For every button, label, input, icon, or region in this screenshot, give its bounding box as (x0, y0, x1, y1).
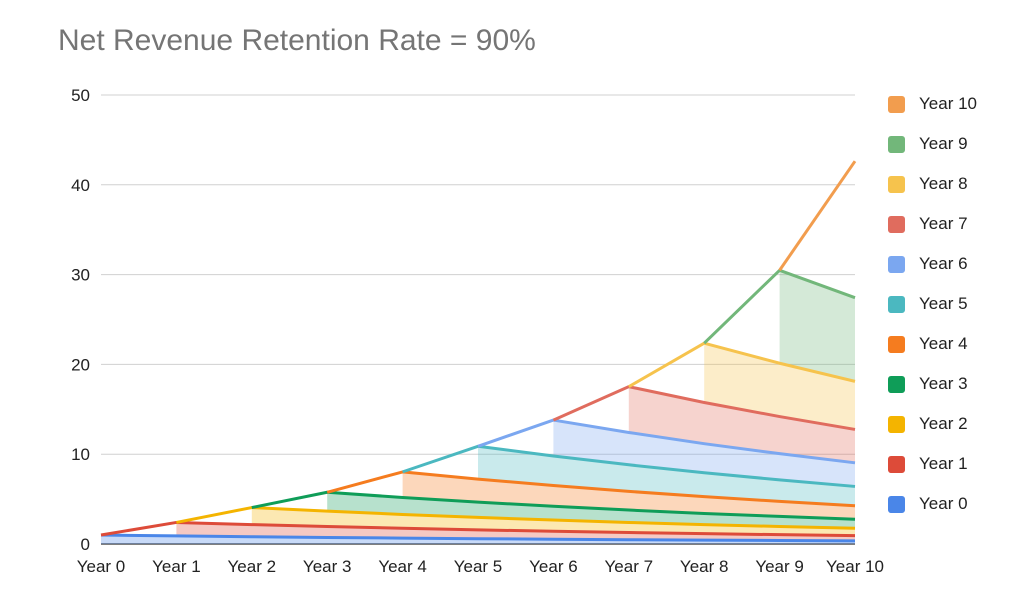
legend-label: Year 2 (919, 414, 968, 433)
x-tick-label: Year 8 (680, 557, 729, 576)
legend-label: Year 1 (919, 454, 968, 473)
legend: Year 10 Year 9 Year 8 Year 7 Year 6 Year 5 Yea… (888, 84, 977, 524)
y-tick-label: 20 (71, 355, 90, 374)
legend-swatch (888, 295, 905, 313)
legend-swatch (888, 175, 905, 193)
legend-swatch (888, 335, 905, 353)
legend-label: Year 4 (919, 334, 968, 353)
legend-label: Year 8 (919, 174, 968, 193)
legend-label: Year 7 (919, 214, 968, 233)
x-axis-ticks: Year 0 Year 1 Year 2 Year 3 Year 4 Year 5 Year… (77, 557, 884, 576)
chart-title: Net Revenue Retention Rate = 90% (58, 24, 536, 57)
x-tick-label: Year 9 (755, 557, 804, 576)
area-year-5 (478, 446, 855, 506)
legend-swatch (888, 135, 905, 153)
legend-label: Year 6 (919, 254, 968, 273)
area-year-7 (628, 386, 855, 463)
legend-item-year-5: Year 5 (888, 284, 977, 324)
line-year-0 (100, 533, 856, 543)
line-year-8 (628, 341, 856, 388)
line-year-2 (176, 506, 856, 530)
x-tick-label: Year 3 (303, 557, 352, 576)
y-tick-label: 0 (81, 535, 90, 554)
legend-label: Year 10 (919, 94, 977, 113)
legend-item-year-8: Year 8 (888, 164, 977, 204)
legend-swatch (888, 215, 905, 233)
line-year-4 (326, 470, 856, 508)
line-year-7 (552, 385, 856, 431)
legend-item-year-10: Year 10 (888, 84, 977, 124)
legend-item-year-9: Year 9 (888, 124, 977, 164)
y-axis-ticks: 0 10 20 30 40 50 (71, 86, 90, 554)
gridlines (101, 94, 855, 545)
legend-item-year-7: Year 7 (888, 204, 977, 244)
line-year-10 (778, 160, 857, 272)
legend-label: Year 3 (919, 374, 968, 393)
legend-item-year-6: Year 6 (888, 244, 977, 284)
x-tick-label: Year 7 (605, 557, 654, 576)
line-year-3 (251, 490, 856, 521)
line-year-1 (100, 520, 856, 538)
y-tick-label: 50 (71, 86, 90, 105)
x-tick-label: Year 4 (378, 557, 427, 576)
y-tick-label: 10 (71, 445, 90, 464)
legend-label: Year 9 (919, 134, 968, 153)
y-tick-label: 30 (71, 266, 90, 285)
legend-swatch (888, 455, 905, 473)
legend-swatch (888, 415, 905, 433)
legend-item-year-3: Year 3 (888, 364, 977, 404)
x-tick-label: Year 10 (826, 557, 884, 576)
line-year-6 (477, 418, 856, 465)
x-tick-label: Year 5 (454, 557, 503, 576)
area-year-9 (779, 270, 855, 382)
legend-label: Year 0 (919, 494, 968, 513)
legend-item-year-0: Year 0 (888, 484, 977, 524)
y-tick-label: 40 (71, 176, 90, 195)
legend-swatch (888, 255, 905, 273)
legend-item-year-4: Year 4 (888, 324, 977, 364)
area-year-8 (704, 343, 855, 430)
legend-item-year-2: Year 2 (888, 404, 977, 444)
series-lines (100, 160, 857, 543)
x-tick-label: Year 0 (77, 557, 126, 576)
x-tick-label: Year 1 (152, 557, 201, 576)
legend-swatch (888, 495, 905, 513)
legend-label: Year 5 (919, 294, 968, 313)
legend-swatch (888, 95, 905, 113)
area-year-6 (553, 420, 855, 487)
x-tick-label: Year 6 (529, 557, 578, 576)
legend-swatch (888, 375, 905, 393)
x-tick-label: Year 2 (228, 557, 277, 576)
legend-item-year-1: Year 1 (888, 444, 977, 484)
